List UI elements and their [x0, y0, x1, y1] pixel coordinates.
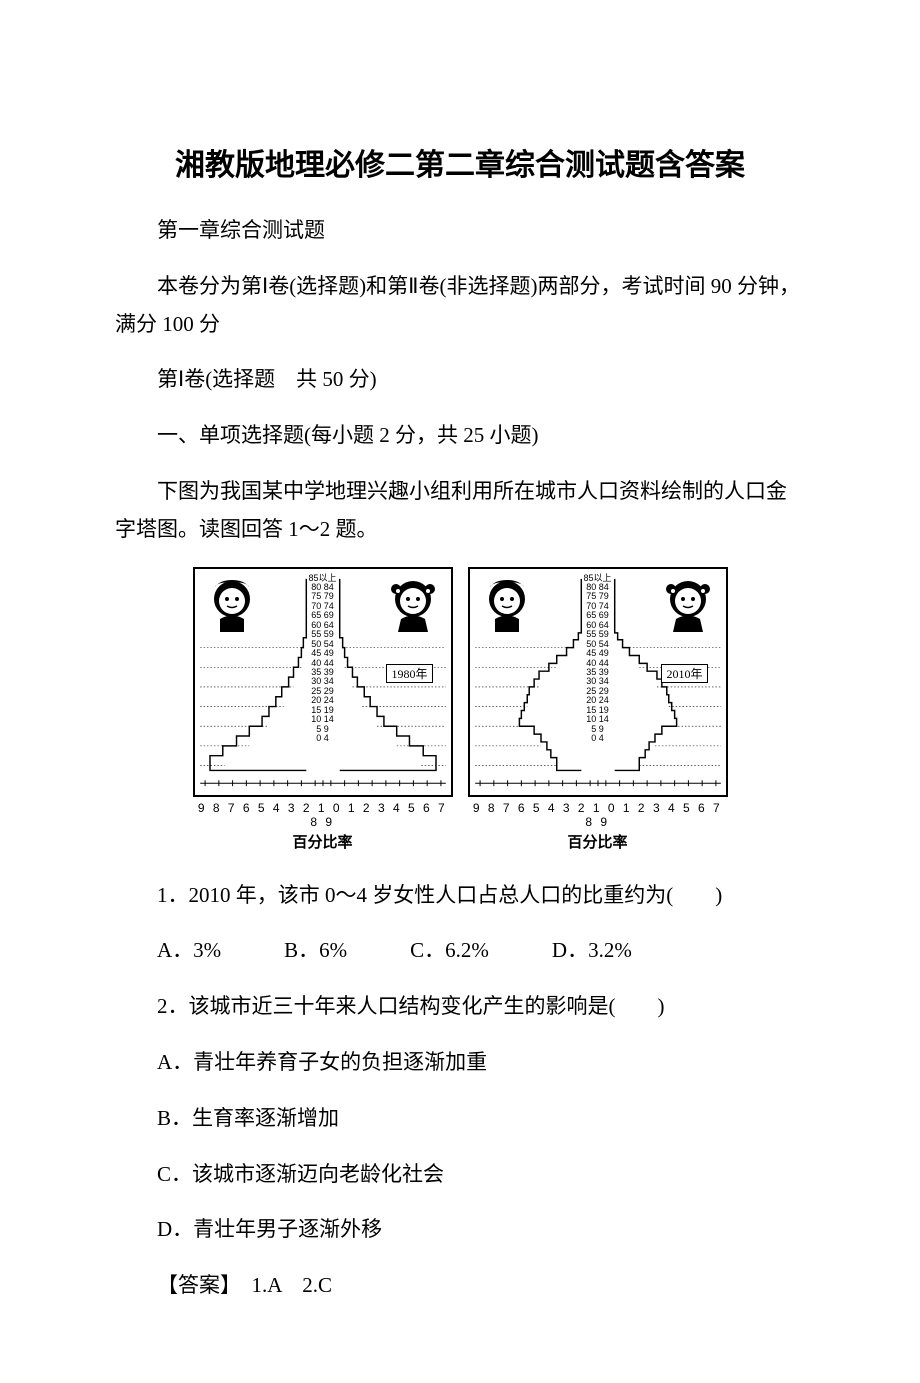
intro-text: 本卷分为第Ⅰ卷(选择题)和第Ⅱ卷(非选择题)两部分，考试时间 90 分钟，满分 …: [115, 268, 805, 344]
pyramid-charts-container: 85以上80 8475 7970 7465 6960 6455 5950 544…: [115, 567, 805, 852]
question-2: 2．该城市近三十年来人口结构变化产生的影响是( ): [115, 988, 805, 1026]
subtitle: 第一章综合测试题: [115, 212, 805, 250]
x-axis-title-2: 百分比率: [468, 831, 728, 852]
x-axis-ticks-2: 9 8 7 6 5 4 3 2 1 0 1 2 3 4 5 6 7 8 9: [468, 801, 728, 829]
question-2-option-b: B．生育率逐渐增加: [115, 1100, 805, 1138]
question-2-option-d: D．青壮年男子逐渐外移: [115, 1211, 805, 1249]
x-axis-title-1: 百分比率: [193, 831, 453, 852]
question-2-option-c: C．该城市逐渐迈向老龄化社会: [115, 1156, 805, 1194]
pyramid-chart-2010: 85以上80 8475 7970 7465 6960 6455 5950 544…: [468, 567, 728, 852]
year-label-2010: 2010年: [661, 664, 707, 683]
question-2-option-a: A．青壮年养育子女的负担逐渐加重: [115, 1044, 805, 1082]
question-1: 1．2010 年，该市 0～4 岁女性人口占总人口的比重约为( ): [115, 877, 805, 915]
pyramid-chart-1980: 85以上80 8475 7970 7465 6960 6455 5950 544…: [193, 567, 453, 852]
answer-1-2: 【答案】 1.A 2.C: [115, 1267, 805, 1305]
document-title: 湘教版地理必修二第二章综合测试题含答案: [115, 140, 805, 184]
section-header-1: 第Ⅰ卷(选择题 共 50 分): [115, 361, 805, 399]
x-axis-ticks-1: 9 8 7 6 5 4 3 2 1 0 1 2 3 4 5 6 7 8 9: [193, 801, 453, 829]
question-1-options: A．3% B．6% C．6.2% D．3.2%: [115, 932, 805, 970]
section-header-2: 一、单项选择题(每小题 2 分，共 25 小题): [115, 417, 805, 455]
context-text-1: 下图为我国某中学地理兴趣小组利用所在城市人口资料绘制的人口金字塔图。读图回答 1…: [115, 473, 805, 549]
year-label-1980: 1980年: [386, 664, 432, 683]
